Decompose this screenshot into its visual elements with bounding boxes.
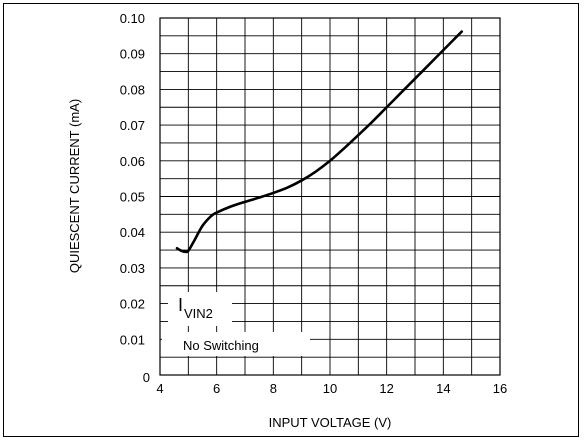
y-tick-labels: 0 0.01 0.02 0.03 0.04 0.05 0.06 0.07 0.08 0.09 0.1… <box>120 11 150 385</box>
y-tick-label: 0 <box>143 370 150 385</box>
x-tick-label: 4 <box>156 381 163 396</box>
y-tick-label: 0.08 <box>120 82 145 97</box>
y-tick-label: 0.05 <box>120 190 145 205</box>
x-tick-label: 14 <box>436 381 450 396</box>
y-axis-title: QUIESCENT CURRENT (mA) <box>67 99 82 273</box>
y-tick-label: 0.10 <box>120 11 145 26</box>
y-tick-label: 0.01 <box>120 332 145 347</box>
annotation-subscript: VIN2 <box>184 306 213 321</box>
chart-frame <box>3 3 579 437</box>
plot-border <box>159 17 501 376</box>
y-tick-label: 0.04 <box>120 225 145 240</box>
y-tick-label: 0.06 <box>120 154 145 169</box>
series-line <box>175 30 464 254</box>
x-tick-labels: 4 6 8 10 12 14 16 <box>156 381 507 396</box>
y-tick-label: 0.02 <box>120 297 145 312</box>
annotation-note-box <box>162 332 310 356</box>
x-tick-label: 8 <box>270 381 277 396</box>
x-tick-label: 12 <box>379 381 393 396</box>
annotation-symbol: I <box>178 295 183 315</box>
y-tick-label: 0.03 <box>120 261 145 276</box>
x-tick-label: 10 <box>323 381 337 396</box>
x-tick-label: 6 <box>213 381 220 396</box>
annotation-label-box <box>168 292 232 326</box>
x-tick-label: 16 <box>493 381 507 396</box>
y-tick-label: 0.07 <box>120 118 145 133</box>
x-axis-title: INPUT VOLTAGE (V) <box>269 415 392 430</box>
annotation-note: No Switching <box>183 338 259 353</box>
y-tick-label: 0.09 <box>120 47 145 62</box>
